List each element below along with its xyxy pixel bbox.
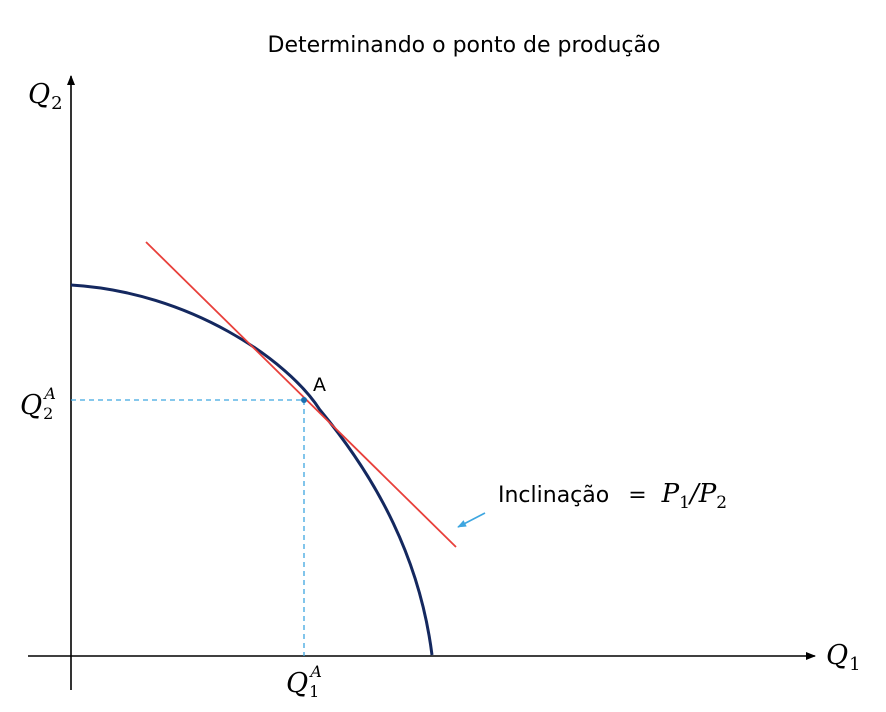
q1a-label: Q1A — [286, 662, 322, 701]
tangent-price-line — [145, 241, 457, 548]
diagram-title: Determinando o ponto de produção — [268, 33, 661, 58]
point-a-marker — [301, 397, 307, 403]
point-a-label: A — [313, 374, 326, 396]
y-axis-label: Q2 — [28, 79, 63, 114]
x-axis-label: Q1 — [826, 640, 861, 675]
production-frontier-curve — [70, 283, 434, 656]
q2a-label: Q2A — [20, 384, 56, 423]
slope-annotation: Inclinação = P1/P2 — [498, 479, 727, 513]
annotation-arrow — [457, 512, 486, 528]
